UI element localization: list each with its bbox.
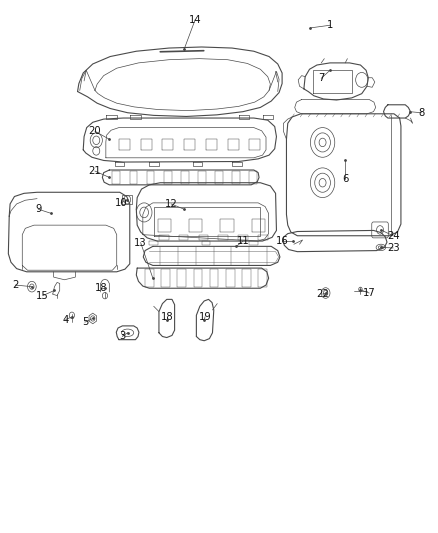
Text: 14: 14 (189, 15, 201, 25)
Text: 6: 6 (342, 174, 348, 184)
Text: 5: 5 (82, 317, 88, 327)
Text: 15: 15 (36, 290, 49, 301)
Text: 17: 17 (363, 288, 375, 298)
Text: 12: 12 (165, 199, 177, 209)
Text: 1: 1 (327, 20, 333, 30)
Text: 11: 11 (237, 236, 249, 246)
Text: 16: 16 (276, 236, 289, 246)
Text: 7: 7 (318, 73, 325, 83)
Text: 10: 10 (115, 198, 127, 208)
Text: 22: 22 (316, 289, 329, 299)
Text: 3: 3 (119, 332, 126, 342)
Text: 18: 18 (95, 282, 108, 293)
Text: 9: 9 (35, 204, 42, 214)
Text: 8: 8 (418, 108, 424, 118)
Text: 19: 19 (199, 312, 212, 322)
Text: 21: 21 (88, 166, 101, 176)
Text: 13: 13 (134, 238, 147, 248)
Text: 18: 18 (160, 312, 173, 322)
Text: 23: 23 (387, 243, 399, 253)
Text: 4: 4 (63, 314, 69, 325)
Text: 20: 20 (88, 126, 101, 136)
Text: 24: 24 (387, 231, 399, 241)
Text: 2: 2 (12, 280, 18, 290)
